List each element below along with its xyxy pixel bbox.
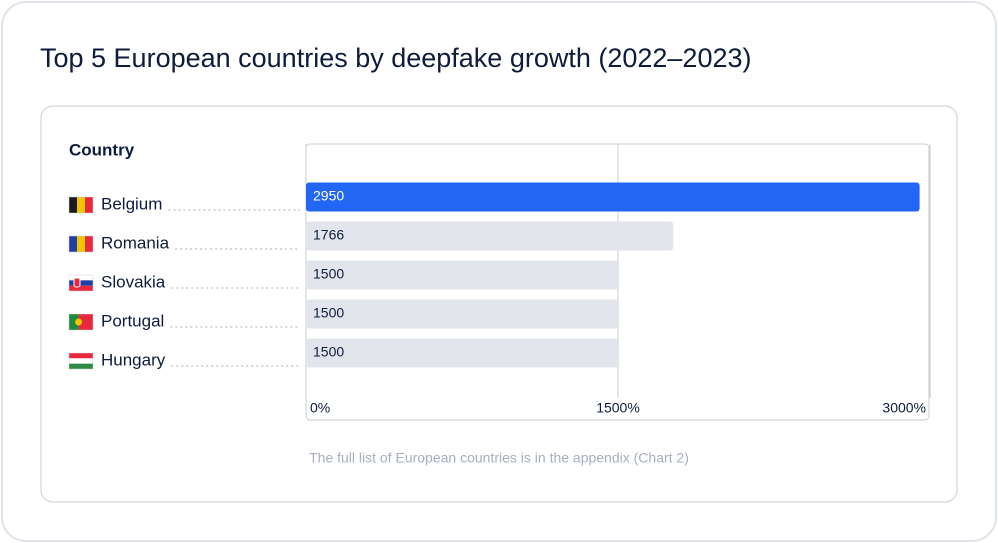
x-tick-label: 1500% — [596, 400, 640, 416]
bar-value-label: 2950 — [313, 188, 344, 204]
flag-outline — [68, 313, 94, 331]
flag-icon — [68, 274, 94, 292]
category-label: Slovakia — [101, 272, 166, 291]
category-label: Belgium — [101, 194, 162, 213]
flag-stripe — [85, 197, 93, 213]
flag-stripe — [77, 236, 85, 252]
category-header: Country — [69, 140, 135, 159]
flag-stripe — [69, 314, 79, 330]
flag-icon — [68, 313, 94, 331]
flag-stripe — [77, 197, 85, 213]
flag-stripe — [69, 358, 93, 364]
flag-stripe — [69, 280, 93, 286]
flag-outline — [68, 274, 94, 292]
category-label: Hungary — [101, 350, 166, 369]
flag-stripe — [69, 363, 93, 369]
category-label: Romania — [101, 233, 170, 252]
flag-emblem — [73, 277, 81, 288]
footnote: The full list of European countries is i… — [309, 450, 689, 466]
category-label: Portugal — [101, 311, 164, 330]
flag-icon — [68, 196, 94, 214]
flag-outline — [68, 352, 94, 370]
flag-stripe — [85, 236, 93, 252]
flag-outline — [68, 196, 94, 214]
flag-icon — [68, 352, 94, 370]
flag-stripe — [69, 285, 93, 291]
bar-value-label: 1500 — [313, 344, 344, 360]
flag-stripe — [69, 236, 77, 252]
bar-value-label: 1766 — [313, 227, 344, 243]
flag-icon — [68, 235, 94, 253]
chart-title: Top 5 European countries by deepfake gro… — [40, 43, 752, 73]
flag-emblem — [75, 318, 83, 326]
bar — [306, 338, 618, 368]
bar-value-label: 1500 — [313, 266, 344, 282]
bar — [306, 182, 920, 212]
bar — [306, 299, 618, 329]
bar — [306, 260, 618, 290]
bar — [306, 221, 674, 251]
flag-stripe — [69, 275, 93, 281]
x-tick-label: 3000% — [882, 400, 926, 416]
flag-stripe — [78, 314, 93, 330]
flag-stripe — [69, 353, 93, 359]
flag-outline — [68, 235, 94, 253]
flag-stripe — [69, 197, 77, 213]
x-tick-label: 0% — [310, 400, 330, 416]
bar-value-label: 1500 — [313, 305, 344, 321]
